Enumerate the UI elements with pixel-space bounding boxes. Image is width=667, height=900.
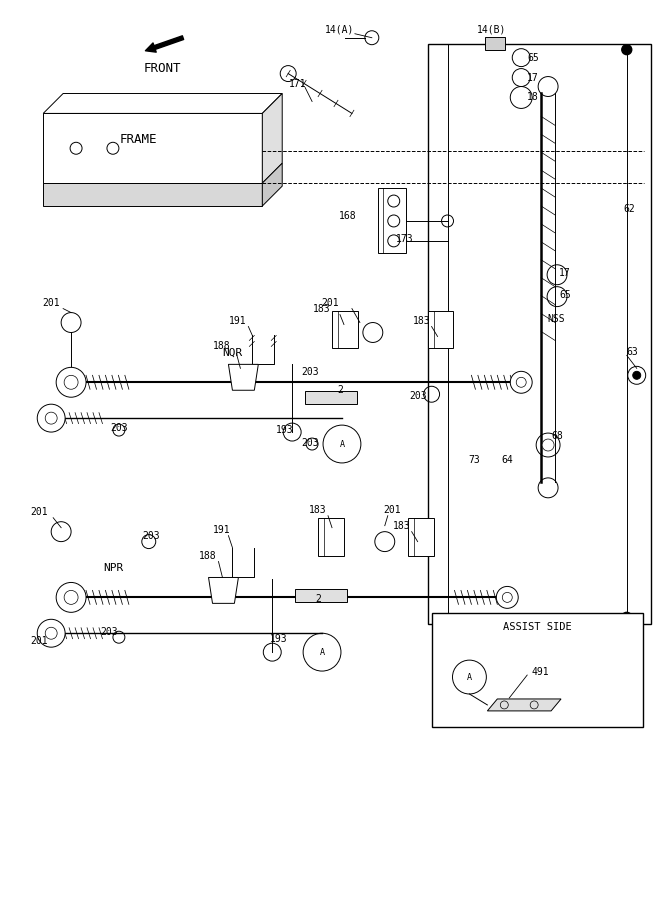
Circle shape — [633, 372, 641, 379]
Circle shape — [56, 367, 86, 397]
Text: 203: 203 — [110, 423, 127, 433]
Text: 65: 65 — [527, 52, 539, 63]
Circle shape — [510, 372, 532, 393]
Text: 68: 68 — [551, 431, 563, 441]
Text: 168: 168 — [339, 211, 357, 221]
Bar — [432, 613, 643, 727]
Text: 173: 173 — [396, 234, 414, 244]
Text: 183: 183 — [413, 316, 430, 326]
Polygon shape — [209, 578, 238, 603]
Text: 188: 188 — [213, 341, 230, 351]
Text: 203: 203 — [409, 392, 426, 401]
Circle shape — [37, 404, 65, 432]
Text: 65: 65 — [559, 290, 571, 300]
Polygon shape — [43, 94, 282, 113]
Circle shape — [37, 619, 65, 647]
Text: 2: 2 — [315, 594, 321, 605]
Polygon shape — [43, 113, 262, 183]
Text: 201: 201 — [321, 298, 339, 308]
Polygon shape — [428, 44, 651, 625]
Text: ASSIST SIDE: ASSIST SIDE — [503, 622, 572, 633]
Text: A: A — [340, 439, 344, 448]
Circle shape — [622, 612, 632, 622]
Text: NQR: NQR — [223, 347, 243, 357]
Text: 188: 188 — [199, 551, 216, 561]
Text: 171: 171 — [289, 78, 307, 88]
Text: 14(A): 14(A) — [325, 25, 355, 35]
Circle shape — [496, 587, 518, 608]
Text: FRONT: FRONT — [144, 62, 181, 75]
Bar — [486, 37, 506, 50]
Polygon shape — [262, 94, 282, 183]
Circle shape — [622, 45, 632, 55]
Polygon shape — [228, 364, 258, 391]
Text: A: A — [319, 648, 325, 657]
Text: 203: 203 — [301, 438, 319, 448]
Text: 64: 64 — [502, 455, 513, 465]
Text: 18: 18 — [527, 93, 539, 103]
Text: 191: 191 — [228, 316, 246, 326]
Circle shape — [64, 375, 78, 390]
Circle shape — [516, 377, 526, 387]
Circle shape — [56, 582, 86, 612]
Circle shape — [45, 412, 57, 424]
Text: 17: 17 — [559, 267, 571, 278]
Polygon shape — [318, 518, 344, 555]
Text: 183: 183 — [393, 521, 410, 531]
Bar — [305, 392, 357, 404]
Circle shape — [64, 590, 78, 605]
Polygon shape — [332, 310, 358, 348]
Text: 14(B): 14(B) — [477, 25, 506, 35]
Text: 201: 201 — [31, 507, 48, 517]
Text: 191: 191 — [213, 525, 230, 535]
Circle shape — [542, 439, 554, 451]
Text: 193: 193 — [269, 634, 287, 644]
Text: 17: 17 — [527, 73, 539, 83]
Text: 183: 183 — [309, 505, 327, 515]
Text: 183: 183 — [312, 303, 330, 313]
Polygon shape — [408, 518, 434, 555]
Text: NPR: NPR — [103, 562, 123, 572]
Text: FRAME: FRAME — [120, 133, 157, 146]
Text: 2: 2 — [337, 385, 343, 395]
Text: 203: 203 — [100, 627, 118, 637]
Polygon shape — [428, 310, 454, 348]
Text: 203: 203 — [142, 531, 159, 541]
Polygon shape — [262, 163, 282, 206]
Text: 201: 201 — [31, 636, 48, 646]
Bar — [295, 590, 347, 602]
Text: 201: 201 — [383, 505, 401, 515]
Text: A: A — [467, 672, 472, 681]
Circle shape — [45, 627, 57, 639]
Text: 62: 62 — [624, 204, 636, 214]
Circle shape — [502, 592, 512, 602]
Text: 203: 203 — [301, 367, 319, 377]
Text: 63: 63 — [627, 347, 638, 357]
Text: 193: 193 — [275, 425, 293, 435]
Polygon shape — [378, 188, 406, 253]
Text: 201: 201 — [43, 298, 60, 308]
Polygon shape — [43, 183, 262, 206]
Text: NSS: NSS — [547, 313, 565, 323]
Text: 491: 491 — [531, 667, 549, 677]
Polygon shape — [488, 699, 561, 711]
Text: 73: 73 — [468, 455, 480, 465]
